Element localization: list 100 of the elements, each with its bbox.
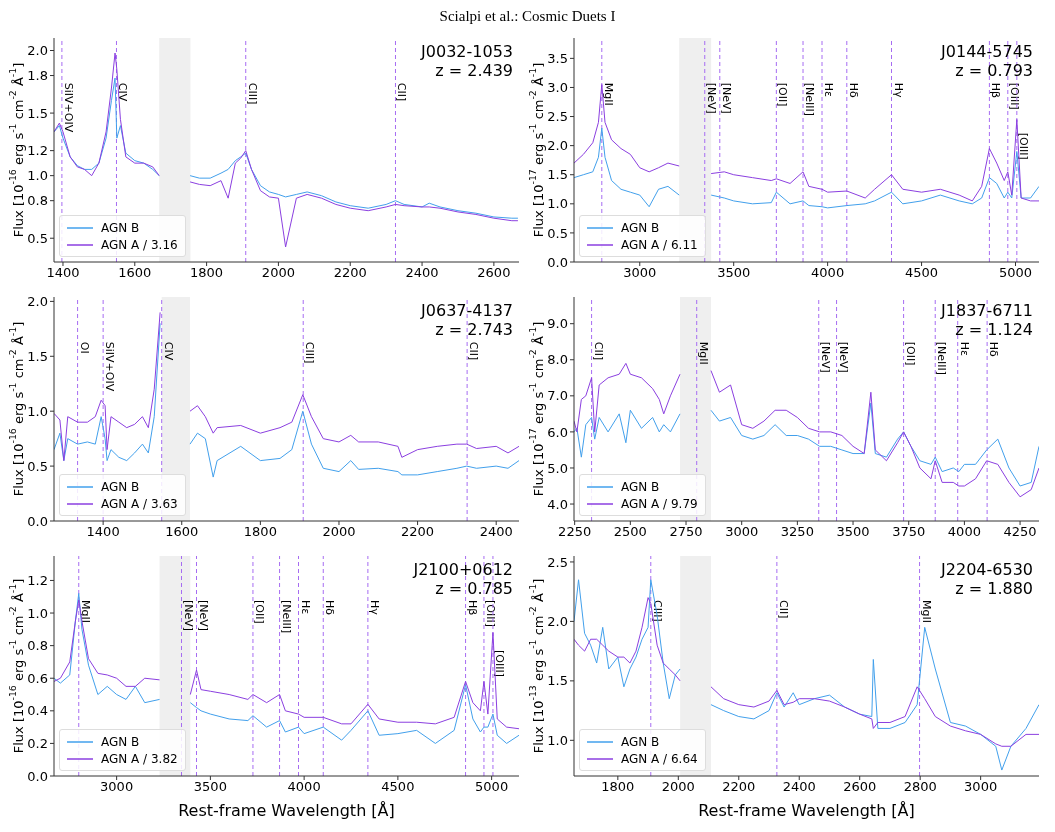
- legend-label: AGN B: [101, 734, 140, 749]
- x-tick-label: 1800: [190, 265, 224, 281]
- x-tick-label: 1800: [243, 524, 277, 540]
- x-tick-label: 2000: [261, 265, 295, 281]
- ref-line-label: OI: [78, 341, 92, 354]
- x-tick-label: 2750: [669, 524, 703, 540]
- y-tick-label: 1.0: [27, 605, 48, 621]
- ref-line-label: CII]: [777, 600, 791, 619]
- x-tick-label: 5000: [998, 265, 1033, 281]
- x-tick-label: 4500: [905, 265, 939, 281]
- y-tick-label: 5.0: [547, 460, 568, 476]
- ref-line-label: Hδ: [323, 600, 337, 616]
- x-tick-label: 4250: [1003, 524, 1037, 540]
- y-tick-label: 0.5: [27, 458, 48, 474]
- ref-line-label: [OIII]: [1017, 132, 1031, 160]
- ref-line-label: SiIV+OIV: [62, 82, 76, 133]
- y-tick-label: 0.0: [27, 768, 48, 784]
- x-tick-label: 2800: [903, 779, 937, 795]
- legend-label: AGN B: [101, 220, 140, 235]
- x-tick-label: 3000: [964, 779, 998, 795]
- y-tick-label: 2.5: [547, 554, 568, 570]
- y-tick-label: 1.2: [27, 143, 48, 159]
- annotation: z = 0.793: [954, 61, 1033, 80]
- ref-line-label: CII]: [467, 341, 481, 361]
- x-tick-label: 2000: [322, 524, 356, 540]
- ref-line-label: Hδ: [987, 341, 1001, 358]
- ref-line-label: CII]: [395, 82, 409, 102]
- y-tick-label: 0.5: [27, 230, 48, 246]
- x-tick-label: 2500: [613, 524, 647, 540]
- ref-line-label: [NeV]: [819, 341, 833, 373]
- x-tick-label: 2250: [558, 524, 592, 540]
- ref-line-label: CIV: [162, 341, 176, 361]
- ref-line-label: CIV: [116, 82, 130, 102]
- y-tick-label: 3.5: [547, 50, 568, 66]
- x-tick-label: 3500: [836, 524, 870, 540]
- y-tick-label: 1.5: [547, 167, 568, 183]
- y-tick-label: 0.8: [27, 638, 48, 654]
- y-tick-label: 7.0: [547, 388, 568, 404]
- ref-line-label: [NeIII]: [280, 600, 294, 634]
- y-tick-label: 2.0: [27, 294, 48, 310]
- ref-line-label: [NeIII]: [803, 82, 817, 117]
- legend-label: AGN A / 3.16: [101, 237, 178, 252]
- annotation: z = 1.880: [954, 579, 1033, 598]
- y-tick-label: 1.5: [27, 348, 48, 364]
- ref-line-label: [NeIII]: [935, 341, 949, 376]
- x-tick-label: 2600: [477, 265, 511, 281]
- ref-line-label: Hδ: [847, 82, 861, 99]
- ref-line-label: Hγ: [368, 600, 382, 616]
- x-tick-label: 3500: [193, 779, 227, 795]
- y-tick-label: 1.0: [27, 403, 48, 419]
- legend-label: AGN A / 6.64: [621, 751, 698, 766]
- annotation: J2204-6530: [941, 560, 1033, 579]
- y-tick-label: 6.0: [547, 424, 568, 440]
- ref-line-label: [OIII]: [484, 600, 498, 627]
- x-axis-title: Rest-frame Wavelength [Å]: [178, 801, 395, 820]
- y-tick-label: 1.5: [547, 673, 568, 689]
- ref-line-label: MgII: [79, 600, 93, 623]
- ref-line-label: CIII]: [303, 341, 317, 364]
- annotation: J0144-5745: [941, 42, 1033, 61]
- ref-line-label: [NeV]: [705, 82, 719, 114]
- ref-line-label: Hγ: [892, 82, 906, 99]
- y-tick-label: 2.0: [27, 43, 48, 59]
- x-tick-label: 1600: [118, 265, 152, 281]
- annotation: z = 2.439: [434, 61, 513, 80]
- legend-label: AGN A / 3.63: [101, 496, 178, 511]
- y-tick-label: 2.0: [547, 138, 568, 154]
- x-tick-label: 2000: [661, 779, 695, 795]
- y-tick-label: 0.6: [27, 670, 48, 686]
- legend-label: AGN B: [101, 479, 140, 494]
- legend-label: AGN A / 6.11: [621, 237, 698, 252]
- x-tick-label: 5000: [475, 779, 509, 795]
- ref-line-label: Hε: [822, 82, 836, 98]
- x-tick-label: 3500: [717, 265, 751, 281]
- ref-line-label: [NeV]: [197, 600, 210, 632]
- ref-line-label: CIII]: [246, 82, 260, 105]
- annotation: z = 2.743: [434, 320, 513, 339]
- annotation: J0637-4137: [421, 301, 513, 320]
- ref-line-label: Hβ: [989, 82, 1003, 99]
- y-tick-label: 1.0: [547, 732, 568, 748]
- x-tick-label: 2600: [843, 779, 877, 795]
- ref-line-label: [NeV]: [720, 82, 734, 114]
- y-tick-label: 1.5: [27, 105, 48, 121]
- ref-line-label: SiIV+OIV: [103, 341, 117, 392]
- x-tick-label: 2200: [722, 779, 756, 795]
- y-tick-label: 0.8: [27, 193, 48, 209]
- x-tick-label: 2400: [405, 265, 439, 281]
- x-tick-label: 3750: [892, 524, 926, 540]
- y-tick-label: 4.0: [547, 496, 568, 512]
- x-axis-title: Rest-frame Wavelength [Å]: [698, 801, 915, 820]
- y-tick-label: 8.0: [547, 352, 568, 368]
- x-tick-label: 1400: [86, 524, 120, 540]
- x-tick-label: 2400: [782, 779, 816, 795]
- x-tick-label: 4000: [287, 779, 321, 795]
- annotation: J2100+0612: [413, 560, 513, 579]
- y-tick-label: 0.0: [27, 513, 48, 529]
- x-tick-label: 1600: [165, 524, 199, 540]
- y-tick-label: 9.0: [547, 316, 568, 332]
- x-tick-label: 3000: [725, 524, 759, 540]
- y-tick-label: 0.0: [547, 254, 568, 270]
- legend-label: AGN B: [621, 479, 660, 494]
